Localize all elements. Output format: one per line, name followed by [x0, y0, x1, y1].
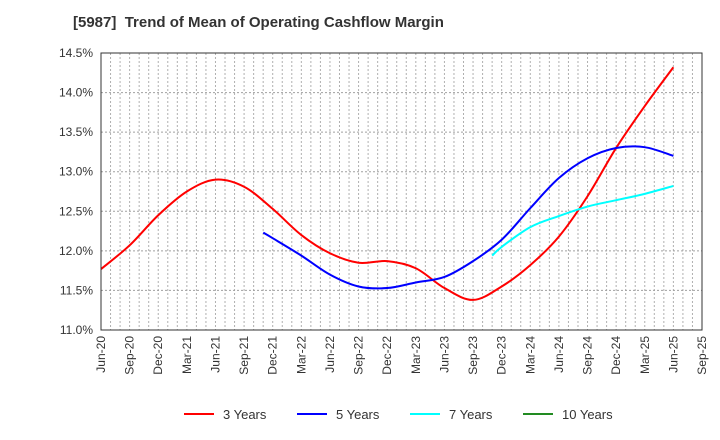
y-tick-label: 12.0%	[59, 244, 93, 258]
x-tick-label: Sep-25	[695, 336, 709, 375]
x-axis: Jun-20 Sep-20 Dec-20 Mar-21 Jun-21 Sep-21 Dec-…	[94, 336, 709, 375]
y-tick-label: 12.5%	[59, 204, 93, 218]
x-tick-label: Jun-23	[437, 336, 451, 373]
y-tick-label: 14.5%	[59, 46, 93, 60]
x-tick-label: Jun-22	[323, 336, 337, 373]
x-tick-label: Dec-20	[151, 336, 165, 375]
x-tick-label: Dec-24	[609, 336, 623, 375]
x-tick-label: Jun-24	[552, 336, 566, 373]
y-tick-label: 13.5%	[59, 125, 93, 139]
series-lines	[100, 66, 675, 301]
chart-title: [5987] Trend of Mean of Operating Cashfl…	[73, 14, 444, 31]
x-tick-label: Sep-24	[581, 336, 595, 375]
x-tick-label: Mar-24	[523, 336, 537, 374]
x-tick-label: Sep-23	[466, 336, 480, 375]
legend-label-5-years: 5 Years	[336, 407, 380, 422]
x-tick-label: Jun-25	[666, 336, 680, 373]
x-tick-label: Mar-21	[180, 336, 194, 374]
x-tick-label: Sep-20	[123, 336, 137, 375]
legend-label-3-years: 3 Years	[223, 407, 267, 422]
x-tick-label: Sep-22	[352, 336, 366, 375]
x-tick-label: Dec-22	[380, 336, 394, 375]
x-tick-label: Jun-20	[94, 336, 108, 373]
y-tick-label: 11.5%	[60, 283, 93, 297]
grid	[101, 53, 702, 330]
y-axis: 11.0% 11.5% 12.0% 12.5% 13.0% 13.5% 14.0% 14.5%	[59, 46, 93, 337]
x-tick-label: Jun-21	[208, 336, 222, 373]
y-tick-label: 13.0%	[59, 165, 93, 179]
plot-frame	[100, 52, 703, 331]
x-tick-label: Dec-21	[266, 336, 280, 375]
x-tick-label: Mar-23	[409, 336, 423, 374]
x-tick-label: Mar-22	[294, 336, 308, 374]
y-tick-label: 11.0%	[60, 323, 93, 337]
legend-label-7-years: 7 Years	[449, 407, 493, 422]
x-tick-label: Mar-25	[638, 336, 652, 374]
series-line-5-years	[262, 145, 674, 290]
series-line-7-years	[491, 184, 674, 257]
legend-label-10-years: 10 Years	[562, 407, 613, 422]
x-tick-label: Sep-21	[237, 336, 251, 375]
y-tick-label: 14.0%	[59, 86, 93, 100]
x-tick-label: Dec-23	[495, 336, 509, 375]
legend: 3 Years 5 Years 7 Years 10 Years	[184, 407, 613, 422]
